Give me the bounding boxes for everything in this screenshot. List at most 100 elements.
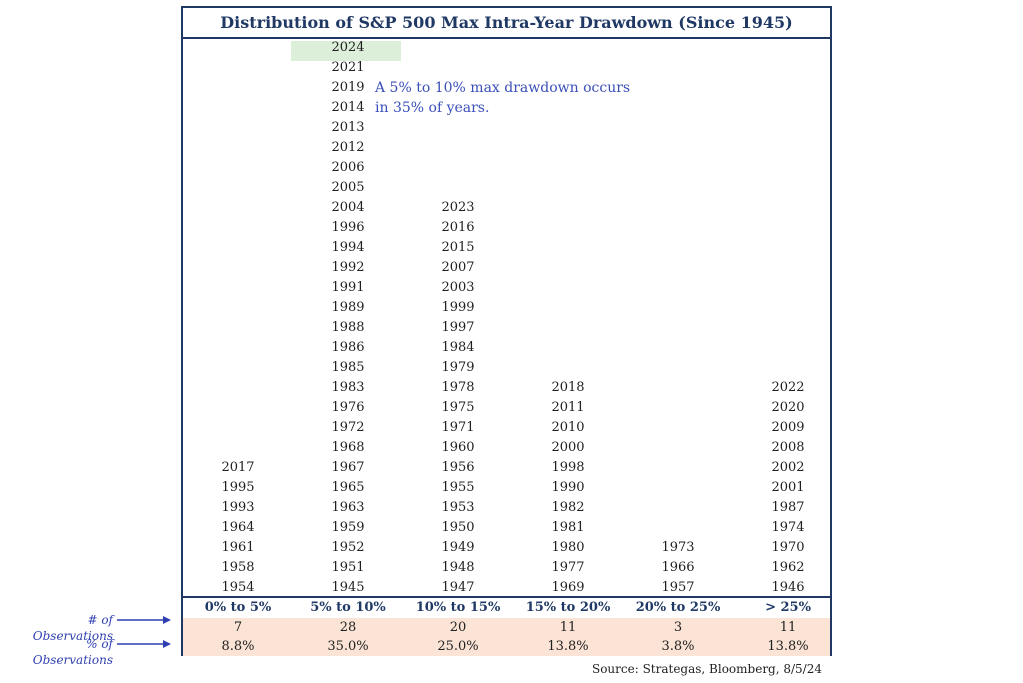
year-cell: 1979 [441,360,475,375]
year-cell: 1987 [771,500,805,515]
year-cell: 1984 [441,340,475,355]
year-cell: 2004 [331,200,365,215]
year-cell: 1971 [441,420,475,435]
category-label: 0% to 5% [204,600,272,615]
year-cell: 1976 [331,400,365,415]
percent-value: 8.8% [221,639,255,654]
year-cell: 2003 [441,280,475,295]
year-cell: 1975 [441,400,475,415]
year-cell: 2000 [551,440,585,455]
year-cell: 1954 [221,580,255,595]
percent-row-label: % of Observations [32,637,113,667]
year-cell: 2005 [331,180,365,195]
year-cell: 1988 [331,320,365,335]
year-cell: 1945 [331,580,365,595]
percent-value: 25.0% [437,639,479,654]
year-cell: 2023 [441,200,475,215]
year-cell: 1980 [551,540,585,555]
year-cell: 1959 [331,520,365,535]
year-cell: 1992 [331,260,365,275]
year-cell: 2017 [221,460,255,475]
year-cell: 1965 [331,480,365,495]
year-cell: 1949 [441,540,475,555]
year-cell: 1961 [221,540,255,555]
category-label: 10% to 15% [415,600,501,615]
year-cell: 1974 [771,520,805,535]
stats-band: 7 28 20 11 3 11 8.8% 35.0% 25.0% 13.8% 3.8% 13.8% [183,618,830,656]
year-cell: 2013 [331,120,365,135]
year-cell: 1999 [441,300,475,315]
count-row-label: # of Observations [32,613,113,643]
year-cell: 1951 [331,560,365,575]
year-cell: 2014 [331,100,365,115]
category-label: > 25% [765,600,811,615]
count-value: 28 [339,620,357,635]
annotation-line-1: A 5% to 10% max drawdown occurs [375,80,631,96]
category-label: 5% to 10% [310,600,386,615]
year-cell: 1958 [221,560,255,575]
year-cell: 1981 [551,520,585,535]
year-cell: 2010 [551,420,585,435]
year-cell: 1994 [331,240,365,255]
year-cell: 2019 [331,80,365,95]
year-cell: 2012 [331,140,365,155]
category-label: 20% to 25% [635,600,721,615]
percent-value: 13.8% [767,639,809,654]
year-cell: 1948 [441,560,475,575]
count-value: 11 [559,620,577,635]
year-cell: 1972 [331,420,365,435]
year-cell: 1995 [221,480,255,495]
year-cell: 1989 [331,300,365,315]
year-cell: 1998 [551,460,585,475]
year-cell: 1963 [331,500,365,515]
year-cell: 2011 [551,400,585,415]
percent-value: 3.8% [661,639,695,654]
year-cell: 2015 [441,240,475,255]
year-cell: 1946 [771,580,805,595]
year-cell: 1967 [331,460,365,475]
annotation: A 5% to 10% max drawdown occurs in 35% o… [375,78,665,118]
year-cell: 1996 [331,220,365,235]
year-cell: 1973 [661,540,695,555]
year-cell: 1993 [221,500,255,515]
year-cell: 2022 [771,380,805,395]
year-cell: 2008 [771,440,805,455]
year-cell: 1950 [441,520,475,535]
year-cell: 1953 [441,500,475,515]
year-cell: 2006 [331,160,365,175]
year-cell: 2002 [771,460,805,475]
year-cell: 1957 [661,580,695,595]
year-cell: 1947 [441,580,475,595]
year-cell: 1966 [661,560,695,575]
year-cell: 1969 [551,580,585,595]
year-cell: 1955 [441,480,475,495]
highlight-current-year [291,41,401,61]
percent-value: 13.8% [547,639,589,654]
year-cell: 1982 [551,500,585,515]
annotation-line-2: in 35% of years. [375,100,490,116]
category-label: 15% to 20% [525,600,611,615]
chart-frame: Distribution of S&P 500 Max Intra-Year D… [181,6,832,656]
year-cell: 1964 [221,520,255,535]
count-value: 3 [673,620,683,635]
year-cell: 1977 [551,560,585,575]
year-cell: 2024 [331,40,365,55]
year-cell: 2021 [331,60,365,75]
year-cell: 1983 [331,380,365,395]
year-cell: 2016 [441,220,475,235]
year-cell: 2001 [771,480,805,495]
count-value: 11 [779,620,797,635]
year-cell: 1952 [331,540,365,555]
chart-title: Distribution of S&P 500 Max Intra-Year D… [183,8,830,39]
year-cell: 1968 [331,440,365,455]
count-arrow-icon [117,616,171,624]
year-cell: 1991 [331,280,365,295]
year-cell: 1960 [441,440,475,455]
percent-value: 35.0% [327,639,369,654]
year-cell: 1962 [771,560,805,575]
year-cell: 1970 [771,540,805,555]
year-cell: 1985 [331,360,365,375]
year-cell: 1986 [331,340,365,355]
year-cell: 1990 [551,480,585,495]
percent-arrow-icon [117,640,171,648]
